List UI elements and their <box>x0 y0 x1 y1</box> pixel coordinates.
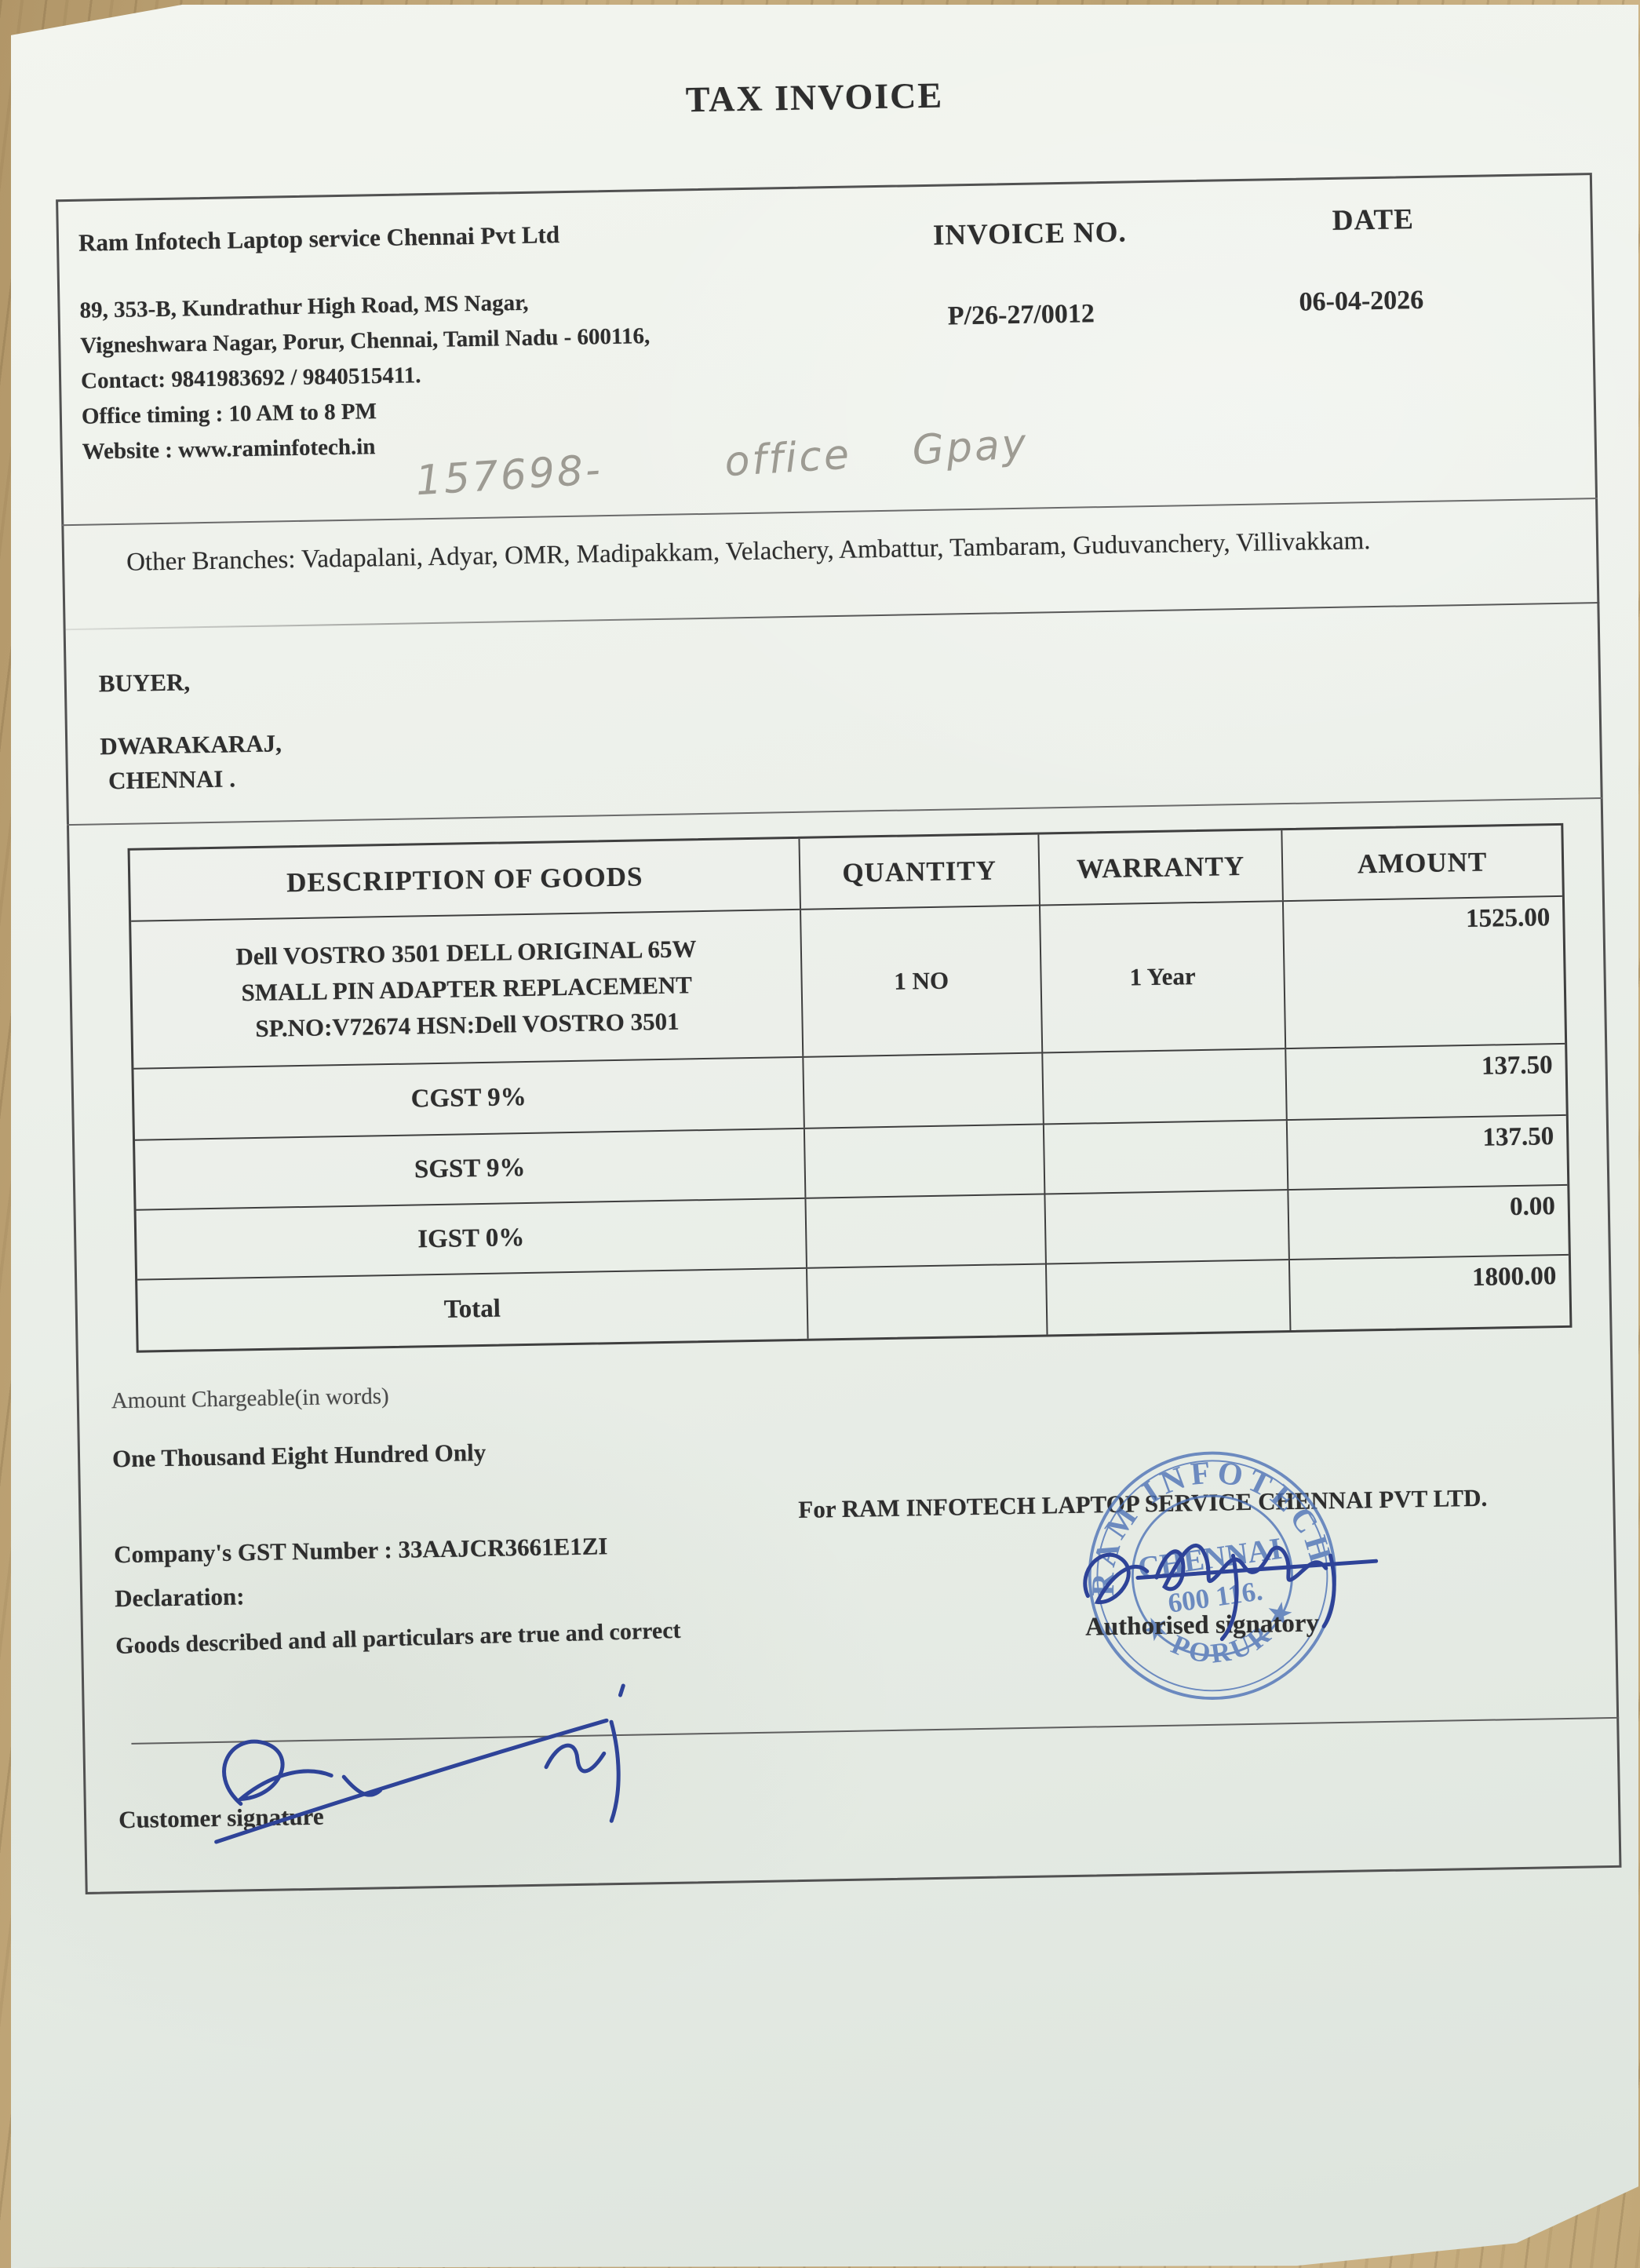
sgst-amount: 137.50 <box>1482 1122 1554 1152</box>
cgst-warranty-cell <box>1043 1049 1288 1124</box>
invoice-date-value: 06-04-2026 <box>1299 285 1424 317</box>
igst-amount: 0.00 <box>1509 1192 1556 1222</box>
header-warranty: WARRANTY <box>1039 830 1284 905</box>
igst-warranty-cell <box>1045 1191 1290 1263</box>
total-warranty-cell <box>1046 1260 1292 1335</box>
total-amount: 1800.00 <box>1471 1262 1557 1292</box>
igst-label: IGST 0% <box>136 1198 807 1279</box>
item-quantity: 1 NO <box>801 906 1044 1056</box>
customer-signature-scribble <box>214 1683 625 1844</box>
cgst-label: CGST 9% <box>133 1057 805 1139</box>
item-row: Dell VOSTRO 3501 DELL ORIGINAL 65W SMALL… <box>131 896 1565 1070</box>
buyer-label: BUYER, <box>98 668 191 698</box>
invoice-sheet: TAX INVOICE Ram Infotech Laptop service … <box>11 5 1638 2268</box>
invoice-number-label: INVOICE NO. <box>932 216 1128 252</box>
cgst-amount: 137.50 <box>1481 1051 1553 1081</box>
page-title: TAX INVOICE <box>685 75 944 120</box>
item-description-line-3: SP.NO:V72674 HSN:Dell VOSTRO 3501 <box>255 1007 680 1043</box>
buyer-city: CHENNAI . <box>108 764 236 795</box>
sgst-label: SGST 9% <box>135 1129 807 1209</box>
item-description: Dell VOSTRO 3501 DELL ORIGINAL 65W SMALL… <box>131 910 804 1068</box>
header-quantity: QUANTITY <box>800 834 1040 909</box>
goods-table: DESCRIPTION OF GOODS QUANTITY WARRANTY A… <box>127 822 1573 1353</box>
total-quantity-cell <box>807 1264 1048 1339</box>
company-round-stamp: RAM INFOTECH ★ PORUR ★ CHENNAI 600 116. <box>1067 1437 1342 1701</box>
buyer-name: DWARAKARAJ, <box>99 729 282 760</box>
igst-quantity-cell <box>806 1194 1047 1267</box>
sgst-warranty-cell <box>1044 1121 1289 1194</box>
declaration-label: Declaration: <box>114 1582 245 1613</box>
authorised-signature-scribble <box>1083 1543 1379 1642</box>
invoice-number-value: P/26-27/0012 <box>947 299 1095 331</box>
cgst-quantity-cell <box>804 1053 1044 1128</box>
item-amount: 1525.00 <box>1465 903 1551 934</box>
amount-words-label: Amount Chargeable(in words) <box>111 1384 389 1414</box>
total-label: Total <box>137 1268 809 1351</box>
header-description: DESCRIPTION OF GOODS <box>129 838 802 921</box>
item-warranty: 1 Year <box>1040 902 1287 1052</box>
header-amount: AMOUNT <box>1357 846 1488 879</box>
sgst-quantity-cell <box>804 1125 1046 1198</box>
invoice-date-label: DATE <box>1332 203 1415 237</box>
